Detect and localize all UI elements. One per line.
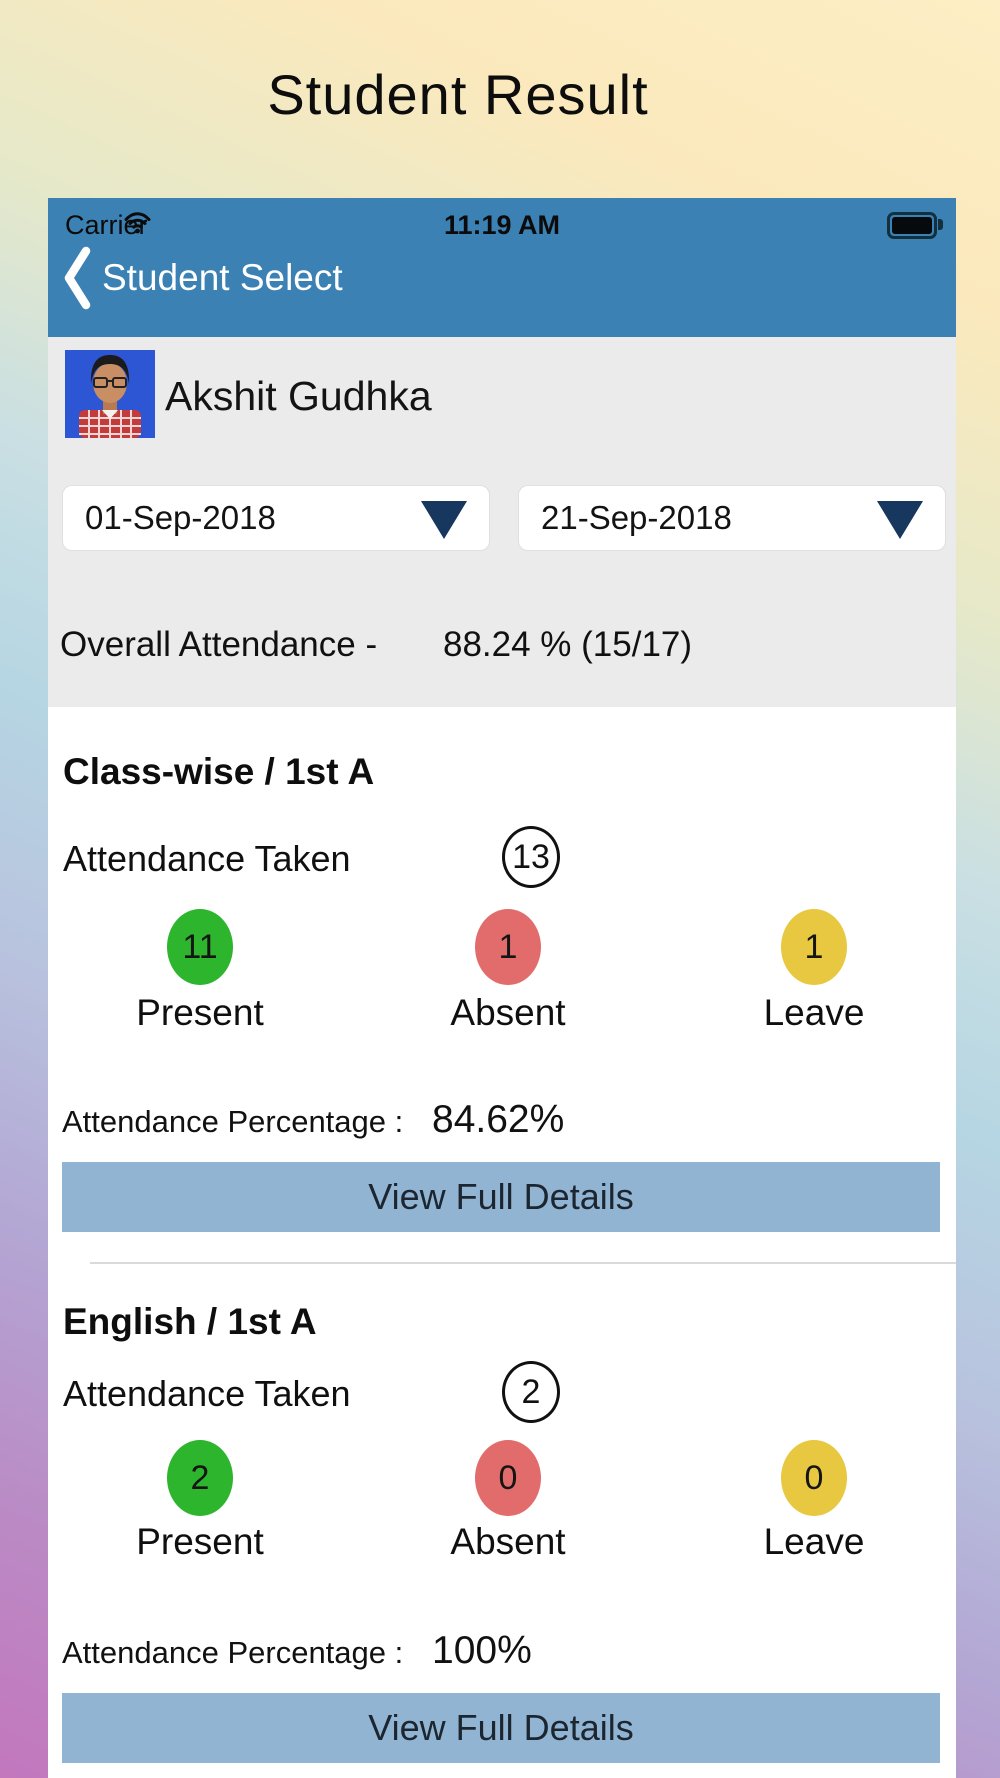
absent-label: Absent xyxy=(450,992,566,1033)
triangle-down-icon xyxy=(421,501,467,539)
to-date-value: 21-Sep-2018 xyxy=(541,499,732,536)
section-title: English / 1st A xyxy=(63,1301,317,1342)
view-full-details-button[interactable]: View Full Details xyxy=(62,1162,940,1232)
present-count-badge: 11 xyxy=(167,909,233,985)
present-label: Present xyxy=(136,1521,264,1562)
navbar: Carrier 11:19 AM Student Select xyxy=(48,198,956,337)
leave-label: Leave xyxy=(763,1521,865,1562)
triangle-down-icon xyxy=(877,501,923,539)
to-date-select[interactable]: 21-Sep-2018 xyxy=(518,485,946,551)
absent-label: Absent xyxy=(450,1521,566,1562)
leave-count-badge: 1 xyxy=(781,909,847,985)
phone-screenshot: Carrier 11:19 AM Student Select xyxy=(48,198,956,1778)
attendance-taken-label: Attendance Taken xyxy=(63,1373,351,1414)
section-title: Class-wise / 1st A xyxy=(63,751,375,792)
present-label: Present xyxy=(136,992,264,1033)
leave-label: Leave xyxy=(763,992,865,1033)
attendance-percentage-value: 100% xyxy=(432,1629,532,1672)
present-count-badge: 2 xyxy=(167,1440,233,1516)
from-date-value: 01-Sep-2018 xyxy=(85,499,276,536)
absent-count-badge: 0 xyxy=(475,1440,541,1516)
chevron-left-icon xyxy=(64,246,91,310)
battery-icon xyxy=(887,212,943,239)
back-label: Student Select xyxy=(102,257,343,298)
back-button[interactable]: Student Select xyxy=(62,242,343,314)
attendance-percentage-label: Attendance Percentage : xyxy=(62,1104,404,1139)
page-title: Student Result xyxy=(267,63,649,126)
attendance-percentage-value: 84.62% xyxy=(432,1098,565,1141)
view-full-details-button[interactable]: View Full Details xyxy=(62,1693,940,1763)
attendance-percentage-label: Attendance Percentage : xyxy=(62,1635,404,1670)
attendance-taken-count: 2 xyxy=(502,1361,560,1423)
from-date-select[interactable]: 01-Sep-2018 xyxy=(62,485,490,551)
overall-attendance-label: Overall Attendance - xyxy=(60,625,378,664)
clock-label: 11:19 AM xyxy=(443,210,561,240)
student-photo xyxy=(65,350,155,438)
absent-count-badge: 1 xyxy=(475,909,541,985)
wifi-icon xyxy=(124,211,151,234)
section-divider xyxy=(90,1262,956,1264)
overall-attendance-value: 88.24 % (15/17) xyxy=(443,625,693,664)
attendance-taken-count: 13 xyxy=(502,826,560,888)
attendance-taken-label: Attendance Taken xyxy=(63,838,351,879)
leave-count-badge: 0 xyxy=(781,1440,847,1516)
student-name: Akshit Gudhka xyxy=(165,373,432,419)
